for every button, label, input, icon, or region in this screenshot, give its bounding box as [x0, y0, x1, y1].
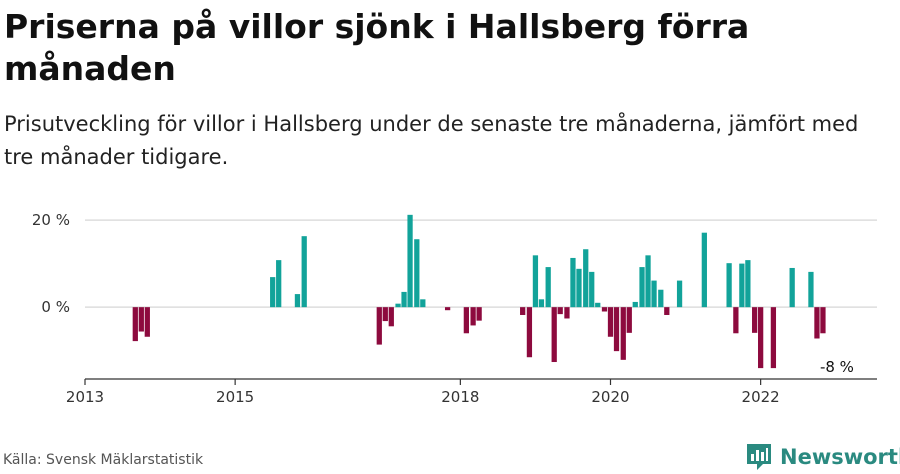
bar — [395, 303, 401, 308]
y-axis-ticks: 0 % 20 % — [32, 211, 70, 316]
bar — [276, 260, 282, 308]
brand-name: Newsworthy — [780, 445, 900, 469]
bar — [564, 307, 570, 319]
bar — [676, 280, 683, 308]
bar — [294, 294, 301, 308]
bar — [645, 255, 651, 308]
bar — [745, 260, 751, 308]
bar-chart: 0 % 20 % 2013 2015 2018 2020 2022 -8 % — [32, 211, 877, 406]
bar — [620, 307, 626, 360]
y-tick-label: 20 % — [32, 211, 70, 229]
bar — [401, 291, 407, 308]
bar — [476, 307, 482, 321]
bar — [733, 307, 739, 334]
bar — [444, 307, 451, 311]
bar — [470, 307, 476, 326]
bar — [770, 307, 777, 369]
bar — [613, 307, 620, 352]
bar — [526, 307, 533, 358]
bar — [551, 307, 557, 363]
bar — [301, 236, 307, 308]
x-tick-label: 2020 — [591, 388, 629, 406]
bar — [407, 214, 413, 308]
bar — [658, 289, 664, 308]
bar — [583, 249, 589, 308]
bar — [601, 307, 608, 312]
bar — [808, 271, 814, 308]
bar — [595, 302, 601, 308]
x-tick-label: 2018 — [441, 388, 479, 406]
bar — [138, 307, 144, 332]
bar — [463, 307, 469, 334]
bar — [639, 267, 645, 308]
bar — [376, 307, 382, 345]
bar — [576, 268, 582, 308]
annotations: -8 % — [820, 358, 854, 376]
bar — [752, 307, 758, 333]
brand-logo: Newsworthy — [745, 440, 900, 474]
chart-subtitle: Prisutveckling för villor i Hallsberg un… — [4, 112, 859, 169]
bar — [132, 307, 138, 342]
bar — [814, 307, 820, 339]
source-note: Källa: Svensk Mäklarstatistik — [3, 452, 204, 468]
bar — [420, 299, 426, 308]
bar — [414, 239, 420, 308]
bar — [388, 307, 394, 327]
gridlines — [85, 219, 877, 308]
bar — [607, 307, 614, 337]
bar — [144, 307, 150, 337]
bar — [726, 263, 732, 308]
bar — [789, 267, 795, 308]
x-tick-label: 2015 — [216, 388, 254, 406]
bar — [626, 307, 632, 333]
bar — [532, 255, 539, 308]
bars — [132, 214, 826, 369]
bar — [545, 267, 551, 308]
bar — [570, 257, 576, 308]
bar — [664, 307, 670, 315]
bar — [820, 307, 826, 334]
chart-title: Priserna på villor sjönk i Hallsberg för… — [4, 7, 750, 88]
bar — [538, 299, 545, 308]
latest-value-label: -8 % — [820, 358, 854, 376]
bar — [701, 232, 707, 308]
bar — [557, 307, 563, 315]
bar — [758, 307, 764, 369]
bar — [632, 301, 638, 308]
bar — [651, 280, 657, 308]
bar — [739, 263, 745, 308]
x-tick-label: 2013 — [66, 388, 104, 406]
bar — [520, 307, 526, 315]
x-tick-label: 2022 — [742, 388, 780, 406]
x-axis: 2013 2015 2018 2020 2022 — [66, 378, 877, 406]
bar — [270, 277, 276, 308]
bar — [382, 307, 388, 322]
y-tick-label: 0 % — [41, 298, 70, 316]
newsworthy-logo-icon — [747, 444, 771, 470]
bar — [589, 271, 595, 308]
